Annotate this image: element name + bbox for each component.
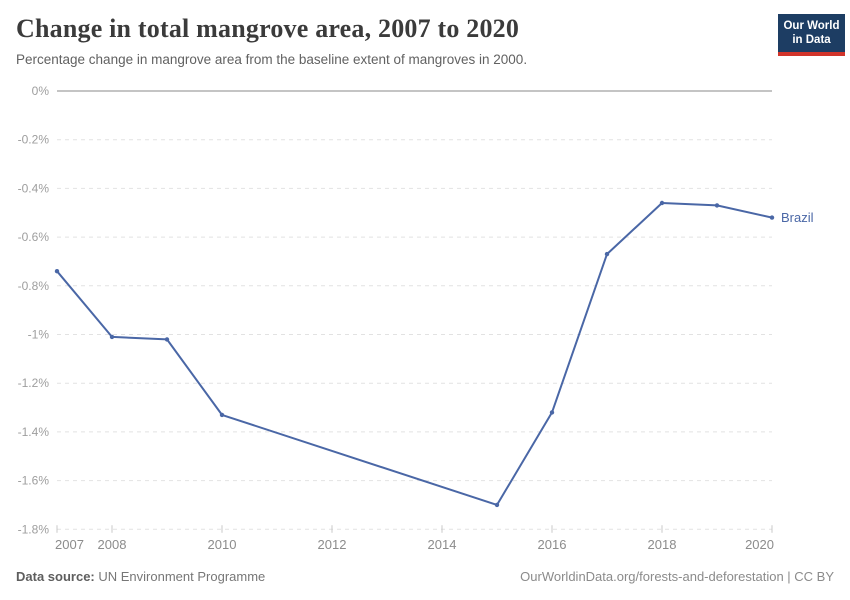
logo-line2: in Data xyxy=(792,34,831,46)
logo-line1: Our World xyxy=(783,20,840,32)
y-axis-labels: 0% -0.2% -0.4% -0.6% -0.8% -1% -1.2% -1.4% -1.6%… xyxy=(18,84,50,536)
data-point[interactable] xyxy=(109,334,115,340)
y-tick-label: 0% xyxy=(32,84,50,98)
data-point[interactable] xyxy=(549,410,555,415)
x-tick-label: 2012 xyxy=(318,537,347,552)
y-tick-label: -0.8% xyxy=(18,279,50,293)
x-tick-label: 2008 xyxy=(98,537,127,552)
y-tick-label: -1.6% xyxy=(18,474,50,488)
owid-logo[interactable]: Our World in Data xyxy=(778,14,845,56)
x-axis-labels: 2007 2008 2010 2012 2014 2016 2018 2020 xyxy=(55,537,774,552)
data-source: Data source: UN Environment Programme xyxy=(16,569,265,584)
data-point[interactable] xyxy=(54,269,60,274)
data-point[interactable] xyxy=(769,215,775,220)
data-source-label: Data source: xyxy=(16,569,95,584)
x-tick-label: 2014 xyxy=(428,537,457,552)
chart-canvas[interactable]: 0% -0.2% -0.4% -0.6% -0.8% -1% -1.2% -1.4% -1.6%… xyxy=(0,80,850,558)
y-tick-label: -0.6% xyxy=(18,230,50,244)
x-tick-label: 2010 xyxy=(208,537,237,552)
page-subtitle: Percentage change in mangrove area from … xyxy=(16,52,528,67)
data-point[interactable] xyxy=(164,337,170,342)
x-tick-label: 2020 xyxy=(745,537,774,552)
series-end-label[interactable]: Brazil xyxy=(781,210,814,225)
data-source-value: UN Environment Programme xyxy=(98,569,266,584)
data-point[interactable] xyxy=(219,412,225,418)
x-ticks xyxy=(56,525,773,533)
y-tick-label: -0.2% xyxy=(18,133,50,147)
page-title: Change in total mangrove area, 2007 to 2… xyxy=(16,14,520,43)
data-point[interactable] xyxy=(494,502,500,508)
y-tick-label: -1.4% xyxy=(18,425,50,439)
data-point[interactable] xyxy=(714,203,720,208)
data-point[interactable] xyxy=(604,251,610,257)
credit-link[interactable]: OurWorldinData.org/forests-and-deforesta… xyxy=(520,569,834,584)
y-gridlines xyxy=(57,90,772,530)
x-tick-label: 2018 xyxy=(648,537,677,552)
chart-footer: Data source: UN Environment Programme Ou… xyxy=(16,569,834,584)
x-tick-label: 2016 xyxy=(538,537,567,552)
data-point[interactable] xyxy=(659,200,665,206)
y-tick-label: -1.2% xyxy=(18,376,50,390)
data-line[interactable] xyxy=(56,202,773,506)
y-tick-label: -1% xyxy=(28,328,50,342)
data-points[interactable] xyxy=(54,200,775,508)
x-tick-label: 2007 xyxy=(55,537,84,552)
y-tick-label: -1.8% xyxy=(18,522,50,536)
y-tick-label: -0.4% xyxy=(18,181,50,195)
